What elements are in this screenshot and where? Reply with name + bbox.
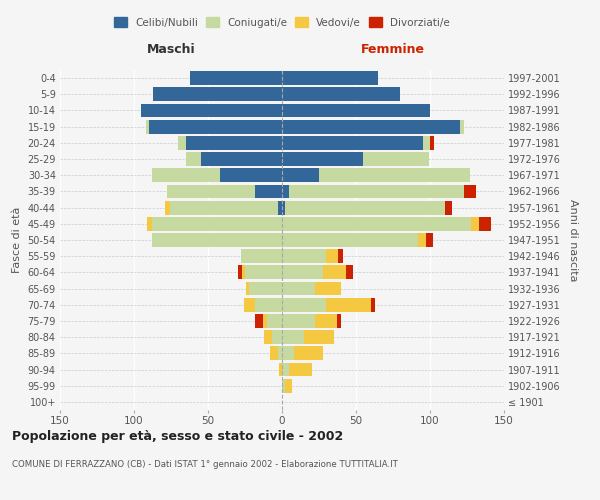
Bar [282, 266, 323, 280]
Bar [314, 314, 337, 328]
Bar [190, 71, 282, 85]
Bar [282, 282, 314, 296]
Bar [148, 217, 152, 230]
Bar [323, 266, 346, 280]
Bar [220, 168, 282, 182]
Bar [364, 152, 428, 166]
Bar [289, 184, 464, 198]
Bar [282, 314, 314, 328]
Bar [282, 217, 472, 230]
Bar [282, 168, 319, 182]
Bar [241, 250, 282, 263]
Y-axis label: Fasce di età: Fasce di età [12, 207, 22, 273]
Bar [319, 168, 470, 182]
Bar [152, 217, 282, 230]
Bar [282, 152, 364, 166]
Bar [282, 200, 285, 214]
Bar [263, 314, 267, 328]
Bar [282, 362, 289, 376]
Bar [272, 330, 282, 344]
Bar [464, 184, 476, 198]
Bar [245, 266, 282, 280]
Bar [326, 298, 371, 312]
Bar [242, 266, 245, 280]
Bar [170, 200, 278, 214]
Bar [371, 298, 375, 312]
Bar [178, 136, 186, 149]
Bar [304, 330, 334, 344]
Text: Femmine: Femmine [361, 44, 425, 57]
Bar [282, 379, 285, 392]
Bar [250, 282, 282, 296]
Bar [270, 346, 278, 360]
Text: Maschi: Maschi [146, 44, 196, 57]
Bar [256, 314, 263, 328]
Bar [282, 250, 326, 263]
Bar [282, 330, 304, 344]
Bar [256, 184, 282, 198]
Bar [142, 104, 282, 118]
Bar [282, 104, 430, 118]
Bar [186, 136, 282, 149]
Bar [278, 200, 282, 214]
Bar [418, 233, 425, 247]
Bar [200, 152, 282, 166]
Bar [282, 346, 294, 360]
Bar [282, 71, 378, 85]
Bar [247, 282, 250, 296]
Text: COMUNE DI FERRAZZANO (CB) - Dati ISTAT 1° gennaio 2002 - Elaborazione TUTTITALIA: COMUNE DI FERRAZZANO (CB) - Dati ISTAT 1… [12, 460, 398, 469]
Bar [282, 233, 418, 247]
Bar [294, 346, 323, 360]
Bar [278, 346, 282, 360]
Bar [153, 88, 282, 101]
Bar [282, 184, 289, 198]
Legend: Celibi/Nubili, Coniugati/e, Vedovi/e, Divorziati/e: Celibi/Nubili, Coniugati/e, Vedovi/e, Di… [114, 18, 450, 28]
Bar [282, 120, 460, 134]
Bar [422, 136, 430, 149]
Bar [279, 362, 282, 376]
Bar [337, 314, 341, 328]
Bar [425, 233, 433, 247]
Bar [460, 120, 464, 134]
Bar [445, 200, 452, 214]
Bar [238, 266, 242, 280]
Bar [244, 298, 256, 312]
Bar [149, 120, 282, 134]
Bar [430, 136, 434, 149]
Bar [285, 379, 292, 392]
Bar [282, 136, 422, 149]
Bar [338, 250, 343, 263]
Bar [186, 152, 200, 166]
Bar [264, 330, 272, 344]
Bar [152, 168, 220, 182]
Bar [314, 282, 341, 296]
Bar [146, 120, 149, 134]
Bar [472, 217, 479, 230]
Y-axis label: Anni di nascita: Anni di nascita [568, 198, 578, 281]
Text: Popolazione per età, sesso e stato civile - 2002: Popolazione per età, sesso e stato civil… [12, 430, 343, 443]
Bar [479, 217, 491, 230]
Bar [282, 88, 400, 101]
Bar [346, 266, 353, 280]
Bar [282, 298, 326, 312]
Bar [152, 233, 282, 247]
Bar [289, 362, 311, 376]
Bar [267, 314, 282, 328]
Bar [326, 250, 338, 263]
Bar [167, 184, 256, 198]
Bar [165, 200, 170, 214]
Bar [256, 298, 282, 312]
Bar [285, 200, 445, 214]
